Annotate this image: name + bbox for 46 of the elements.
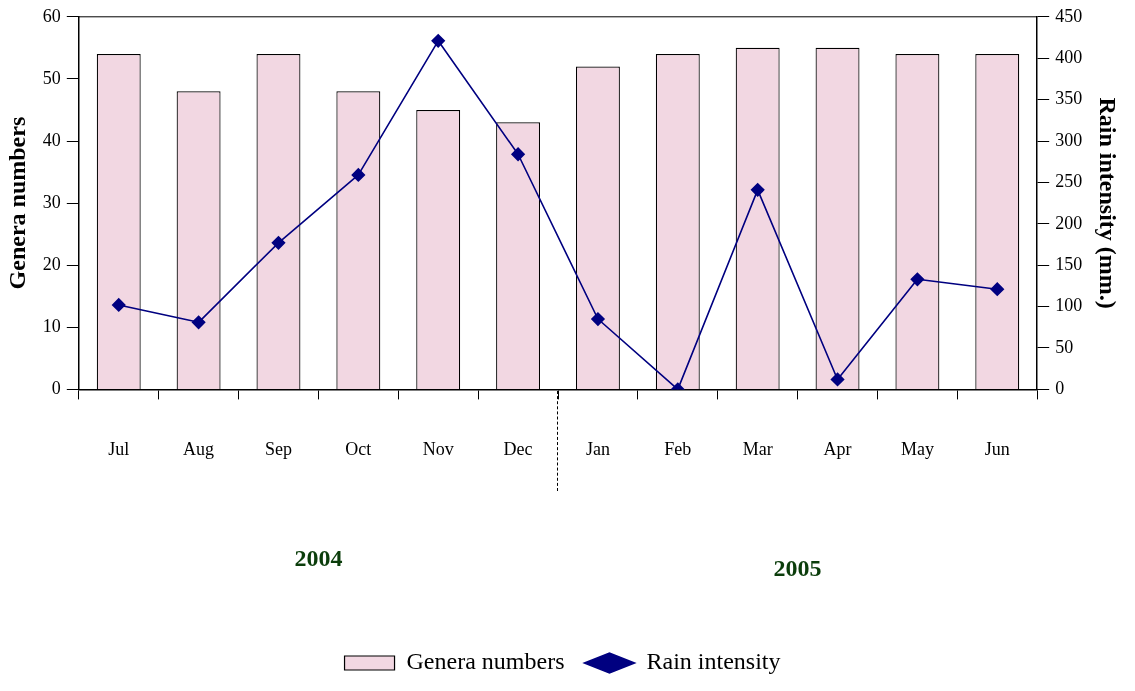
y2-tick-label: 50: [1055, 336, 1074, 357]
point: [750, 183, 765, 197]
point: [271, 236, 286, 250]
x-tick-label: Nov: [422, 438, 454, 459]
x-tick-label: May: [900, 438, 934, 459]
point: [591, 312, 605, 326]
legend-label: Genera numbers: [406, 648, 565, 675]
y-tick-label: 10: [42, 316, 61, 337]
y-tick-label: 50: [42, 67, 61, 88]
y-tick-label: 20: [42, 253, 61, 274]
y-tick-label: 0: [51, 378, 61, 399]
x-tick-label: Oct: [345, 438, 372, 459]
y-tick-label: 30: [42, 191, 61, 212]
x-tick-label: Feb: [664, 438, 692, 459]
y2-tick-label: 150: [1055, 253, 1083, 274]
point: [351, 168, 366, 182]
y-axis-title: Genera numbers: [3, 116, 30, 290]
x-tick-label: Dec: [503, 438, 533, 459]
y2-tick-label: 450: [1055, 5, 1083, 26]
x-tick-label: Jul: [108, 438, 130, 459]
x-tick-label: Jun: [984, 438, 1010, 459]
x-tick-label: Sep: [264, 438, 292, 459]
y2-tick-label: 100: [1055, 295, 1083, 316]
point: [910, 272, 925, 287]
point: [431, 34, 445, 48]
point: [511, 147, 525, 162]
point: [111, 298, 126, 312]
point: [191, 315, 206, 330]
text: 2005: [773, 554, 822, 581]
x-tick-label: Jan: [585, 438, 610, 459]
y2-tick-label: 300: [1055, 129, 1083, 150]
legend-label: Rain intensity: [646, 648, 781, 675]
y2-axis-title: Rain intensity (mm.): [1095, 97, 1122, 309]
text: 2004: [294, 544, 343, 571]
y2-tick-label: 200: [1055, 212, 1083, 233]
y2-tick-label: 350: [1055, 88, 1083, 109]
x-tick-label: Mar: [742, 438, 773, 459]
point: [830, 372, 845, 387]
y-tick-label: 60: [42, 5, 61, 26]
x-tick-label: Aug: [183, 438, 215, 459]
y2-tick-label: 250: [1055, 171, 1083, 192]
y2-tick-label: 0: [1055, 378, 1065, 399]
point: [990, 282, 1005, 297]
y2-tick-label: 400: [1055, 46, 1083, 67]
x-tick-label: Apr: [823, 438, 852, 459]
y-tick-label: 40: [42, 129, 61, 150]
